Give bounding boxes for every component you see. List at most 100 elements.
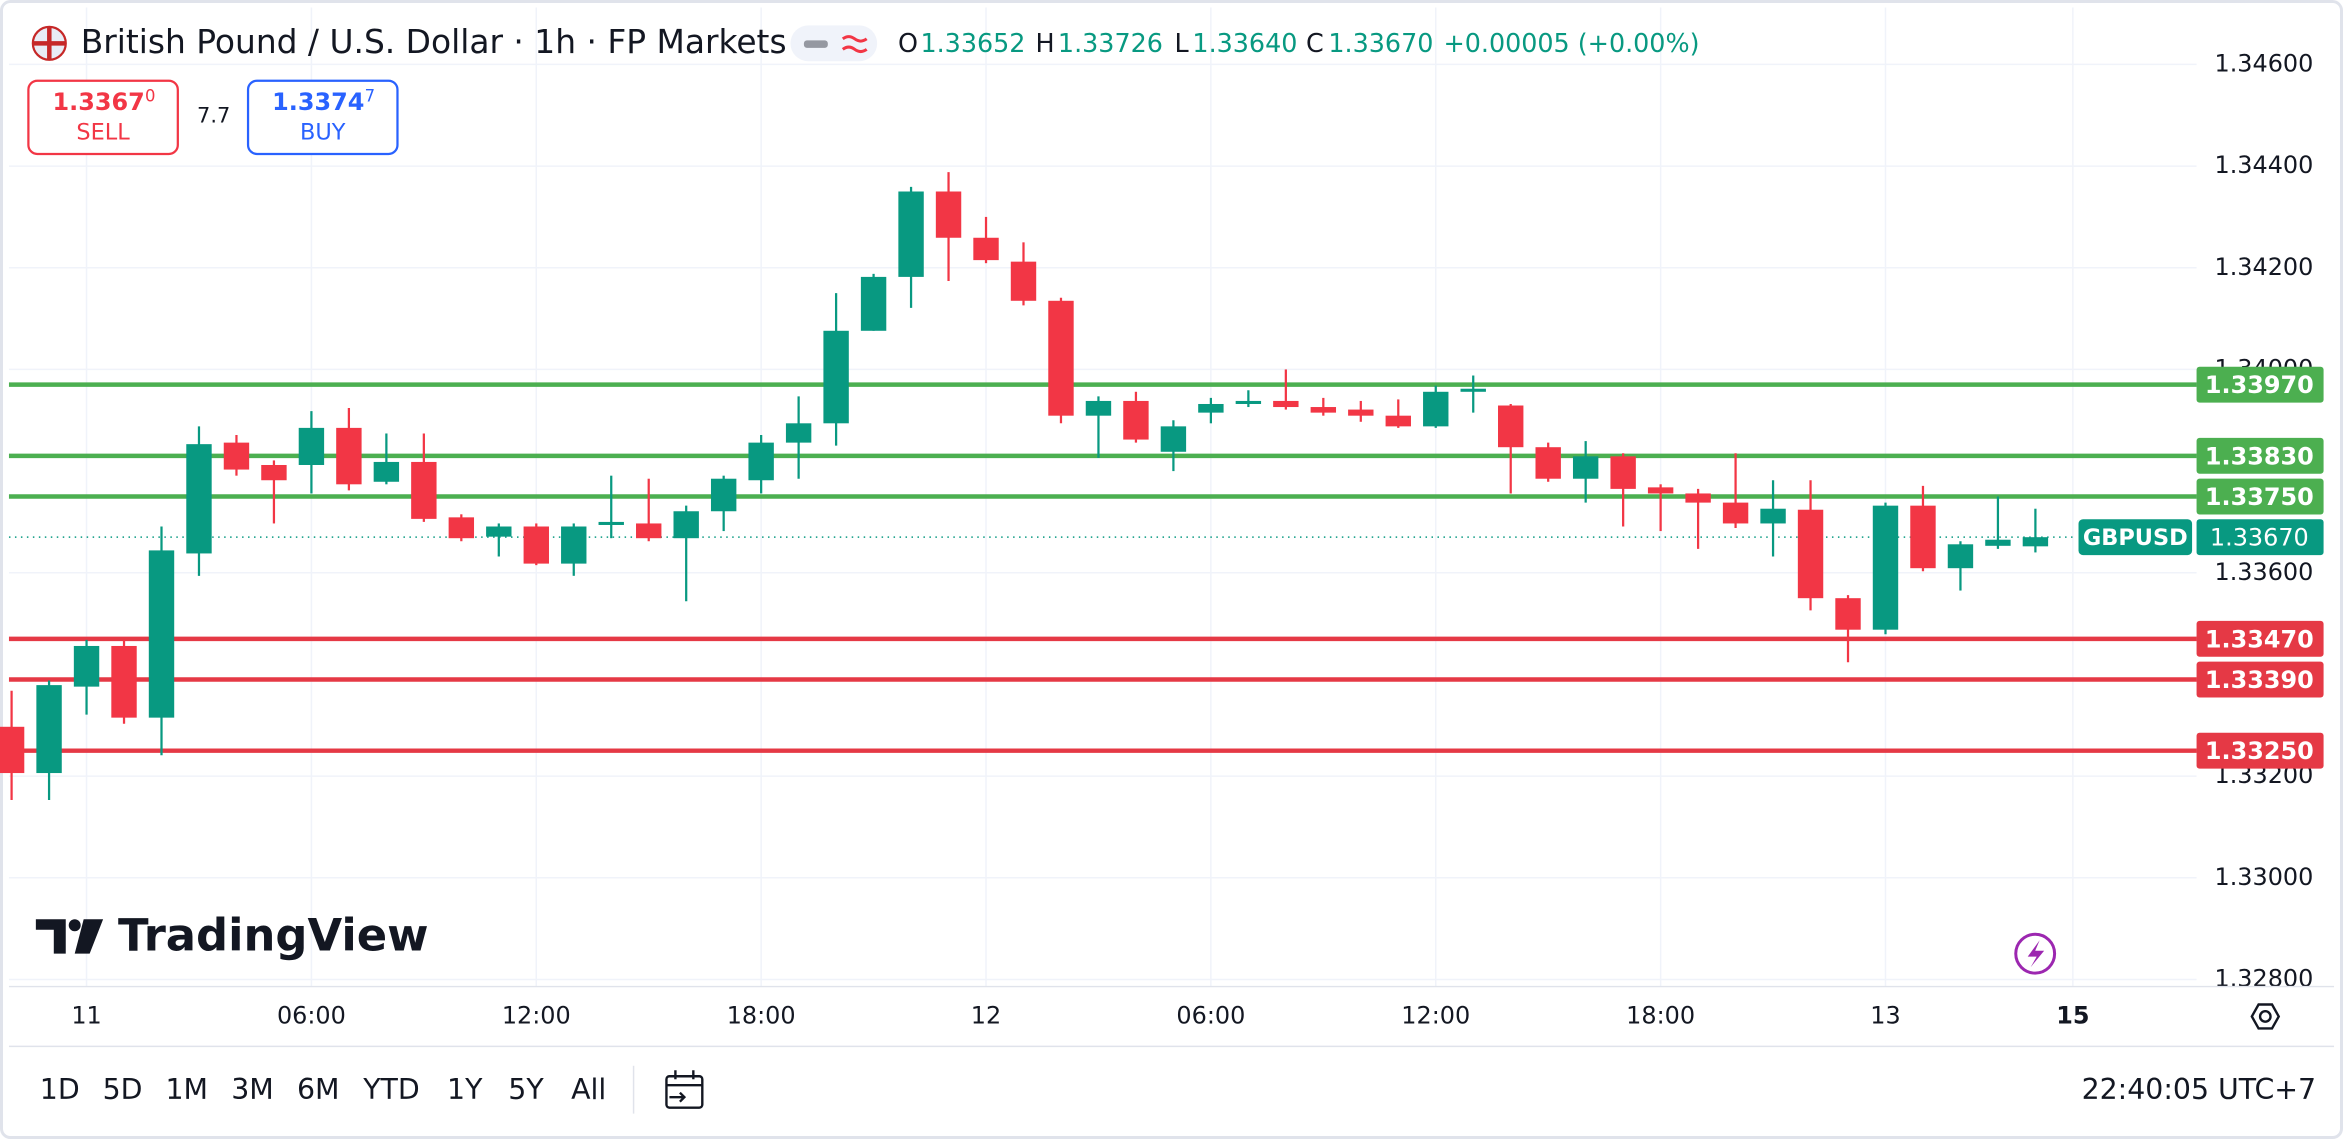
- range-button[interactable]: 5D: [103, 1073, 143, 1106]
- range-button[interactable]: 1Y: [447, 1073, 483, 1106]
- x-tick-label: 12:00: [1401, 1001, 1470, 1029]
- ohlc-value: 1.33726: [1058, 28, 1163, 58]
- calendar-icon[interactable]: [665, 1075, 704, 1109]
- candle-body: [523, 526, 549, 564]
- candle-body: [111, 645, 137, 718]
- candle-body: [1872, 505, 1899, 630]
- sell-button[interactable]: 1.3367 0 SELL: [27, 79, 179, 156]
- logo: TradingView: [35, 909, 429, 962]
- candle-body: [448, 517, 475, 539]
- x-tick-label: 06:00: [277, 1001, 346, 1029]
- lightning-icon[interactable]: [2014, 932, 2057, 975]
- logo-text: TradingView: [118, 909, 429, 962]
- range-button[interactable]: All: [571, 1073, 606, 1106]
- calendar-detail: [666, 1070, 703, 1103]
- x-tick-label: 15: [2056, 1001, 2089, 1029]
- clock[interactable]: 22:40:05 UTC+7: [2082, 1073, 2317, 1106]
- candle-body: [1460, 388, 1486, 392]
- x-tick-label: 18:00: [727, 1001, 796, 1029]
- status-pill[interactable]: [790, 25, 878, 62]
- candle-body: [298, 427, 325, 465]
- symbol-title[interactable]: British Pound / U.S. Dollar · 1h · FP Ma…: [81, 22, 787, 61]
- candle-body: [1198, 403, 1224, 413]
- candle-body: [1498, 405, 1524, 448]
- ohlc-value: 1.33640: [1192, 28, 1297, 58]
- candle-body: [223, 442, 250, 470]
- candle-body: [1123, 400, 1149, 440]
- settings-icon[interactable]: [2250, 1003, 2281, 1030]
- header: British Pound / U.S. Dollar · 1h · FP Ma…: [27, 22, 1700, 156]
- levels: [8, 382, 2197, 753]
- candle-body: [1010, 261, 1037, 301]
- candles: [0, 172, 2049, 800]
- candle-body: [748, 442, 774, 481]
- candle-body: [1235, 400, 1262, 404]
- candle-body: [1835, 598, 1861, 630]
- candle-body: [1947, 544, 1974, 569]
- buy-button[interactable]: 1.3374 7 BUY: [246, 79, 399, 156]
- candle-body: [1048, 300, 1074, 416]
- candle-body: [636, 523, 662, 539]
- candle-body: [1085, 400, 1112, 416]
- range-button[interactable]: 1M: [166, 1073, 209, 1106]
- last-name: GBPUSD: [2083, 525, 2188, 551]
- y-tick-label: 1.34600: [2214, 49, 2313, 77]
- level-label-box: [2196, 661, 2324, 698]
- candle-body: [1797, 509, 1824, 599]
- candle-body: [935, 191, 962, 238]
- candle-body: [1647, 487, 1674, 494]
- candle-body: [1160, 426, 1187, 452]
- level-label: 1.33250: [2205, 737, 2314, 765]
- range-button[interactable]: 1D: [40, 1073, 80, 1106]
- x-tick-label: 13: [1870, 1001, 1900, 1029]
- last-price-label: 1.33670: [2210, 524, 2309, 552]
- last-name-box: [2078, 519, 2193, 556]
- candle-body: [411, 461, 437, 519]
- candle-body: [1385, 415, 1411, 427]
- candle-body: [1348, 409, 1374, 416]
- candle-body: [73, 645, 100, 687]
- flag-cross: [32, 26, 66, 60]
- range-button[interactable]: 3M: [231, 1073, 274, 1106]
- price-labels: 1.33970 1.33830 1.33750 1.33470 1.33390 1.332…: [2078, 366, 2324, 769]
- candle-body: [1910, 505, 1936, 569]
- range-button[interactable]: 6M: [297, 1073, 340, 1106]
- candle-body: [486, 526, 512, 537]
- candle-body: [336, 427, 362, 485]
- sell-box[interactable]: [27, 79, 179, 156]
- candle-body: [1273, 400, 1299, 408]
- status-dash: [803, 40, 828, 48]
- logo-mark: [74, 919, 104, 954]
- range-button[interactable]: YTD: [362, 1073, 420, 1106]
- candle-body: [1572, 456, 1599, 479]
- candle-body: [710, 478, 737, 512]
- level-label: 1.33470: [2205, 625, 2314, 653]
- ohlc-value: 1.33670: [1328, 28, 1433, 58]
- candle-body: [860, 276, 887, 331]
- candle-body: [823, 330, 849, 424]
- candle-body: [36, 685, 62, 774]
- candle-body: [898, 191, 924, 277]
- level-label-box: [2196, 437, 2324, 474]
- candle-body: [673, 511, 699, 539]
- settings-hole: [2258, 1010, 2272, 1023]
- x-tick-label: 12:00: [502, 1001, 571, 1029]
- y-tick-label: 1.34400: [2214, 151, 2313, 179]
- candle-body: [2022, 537, 2049, 547]
- level-label: 1.33750: [2205, 483, 2314, 511]
- range-button[interactable]: 5Y: [508, 1073, 544, 1106]
- lightning-bolt: [2027, 940, 2045, 968]
- x-tick-label: 06:00: [1176, 1001, 1245, 1029]
- x-tick-label: 12: [971, 1001, 1001, 1029]
- candle-body: [598, 521, 624, 525]
- buy-box[interactable]: [246, 79, 399, 156]
- candle-body: [1985, 539, 2011, 546]
- y-tick-label: 1.33600: [2214, 558, 2313, 586]
- candle-body: [561, 526, 587, 564]
- y-tick-label: 1.34200: [2214, 253, 2313, 281]
- candle-body: [785, 423, 812, 443]
- level-label-box: [2196, 732, 2324, 769]
